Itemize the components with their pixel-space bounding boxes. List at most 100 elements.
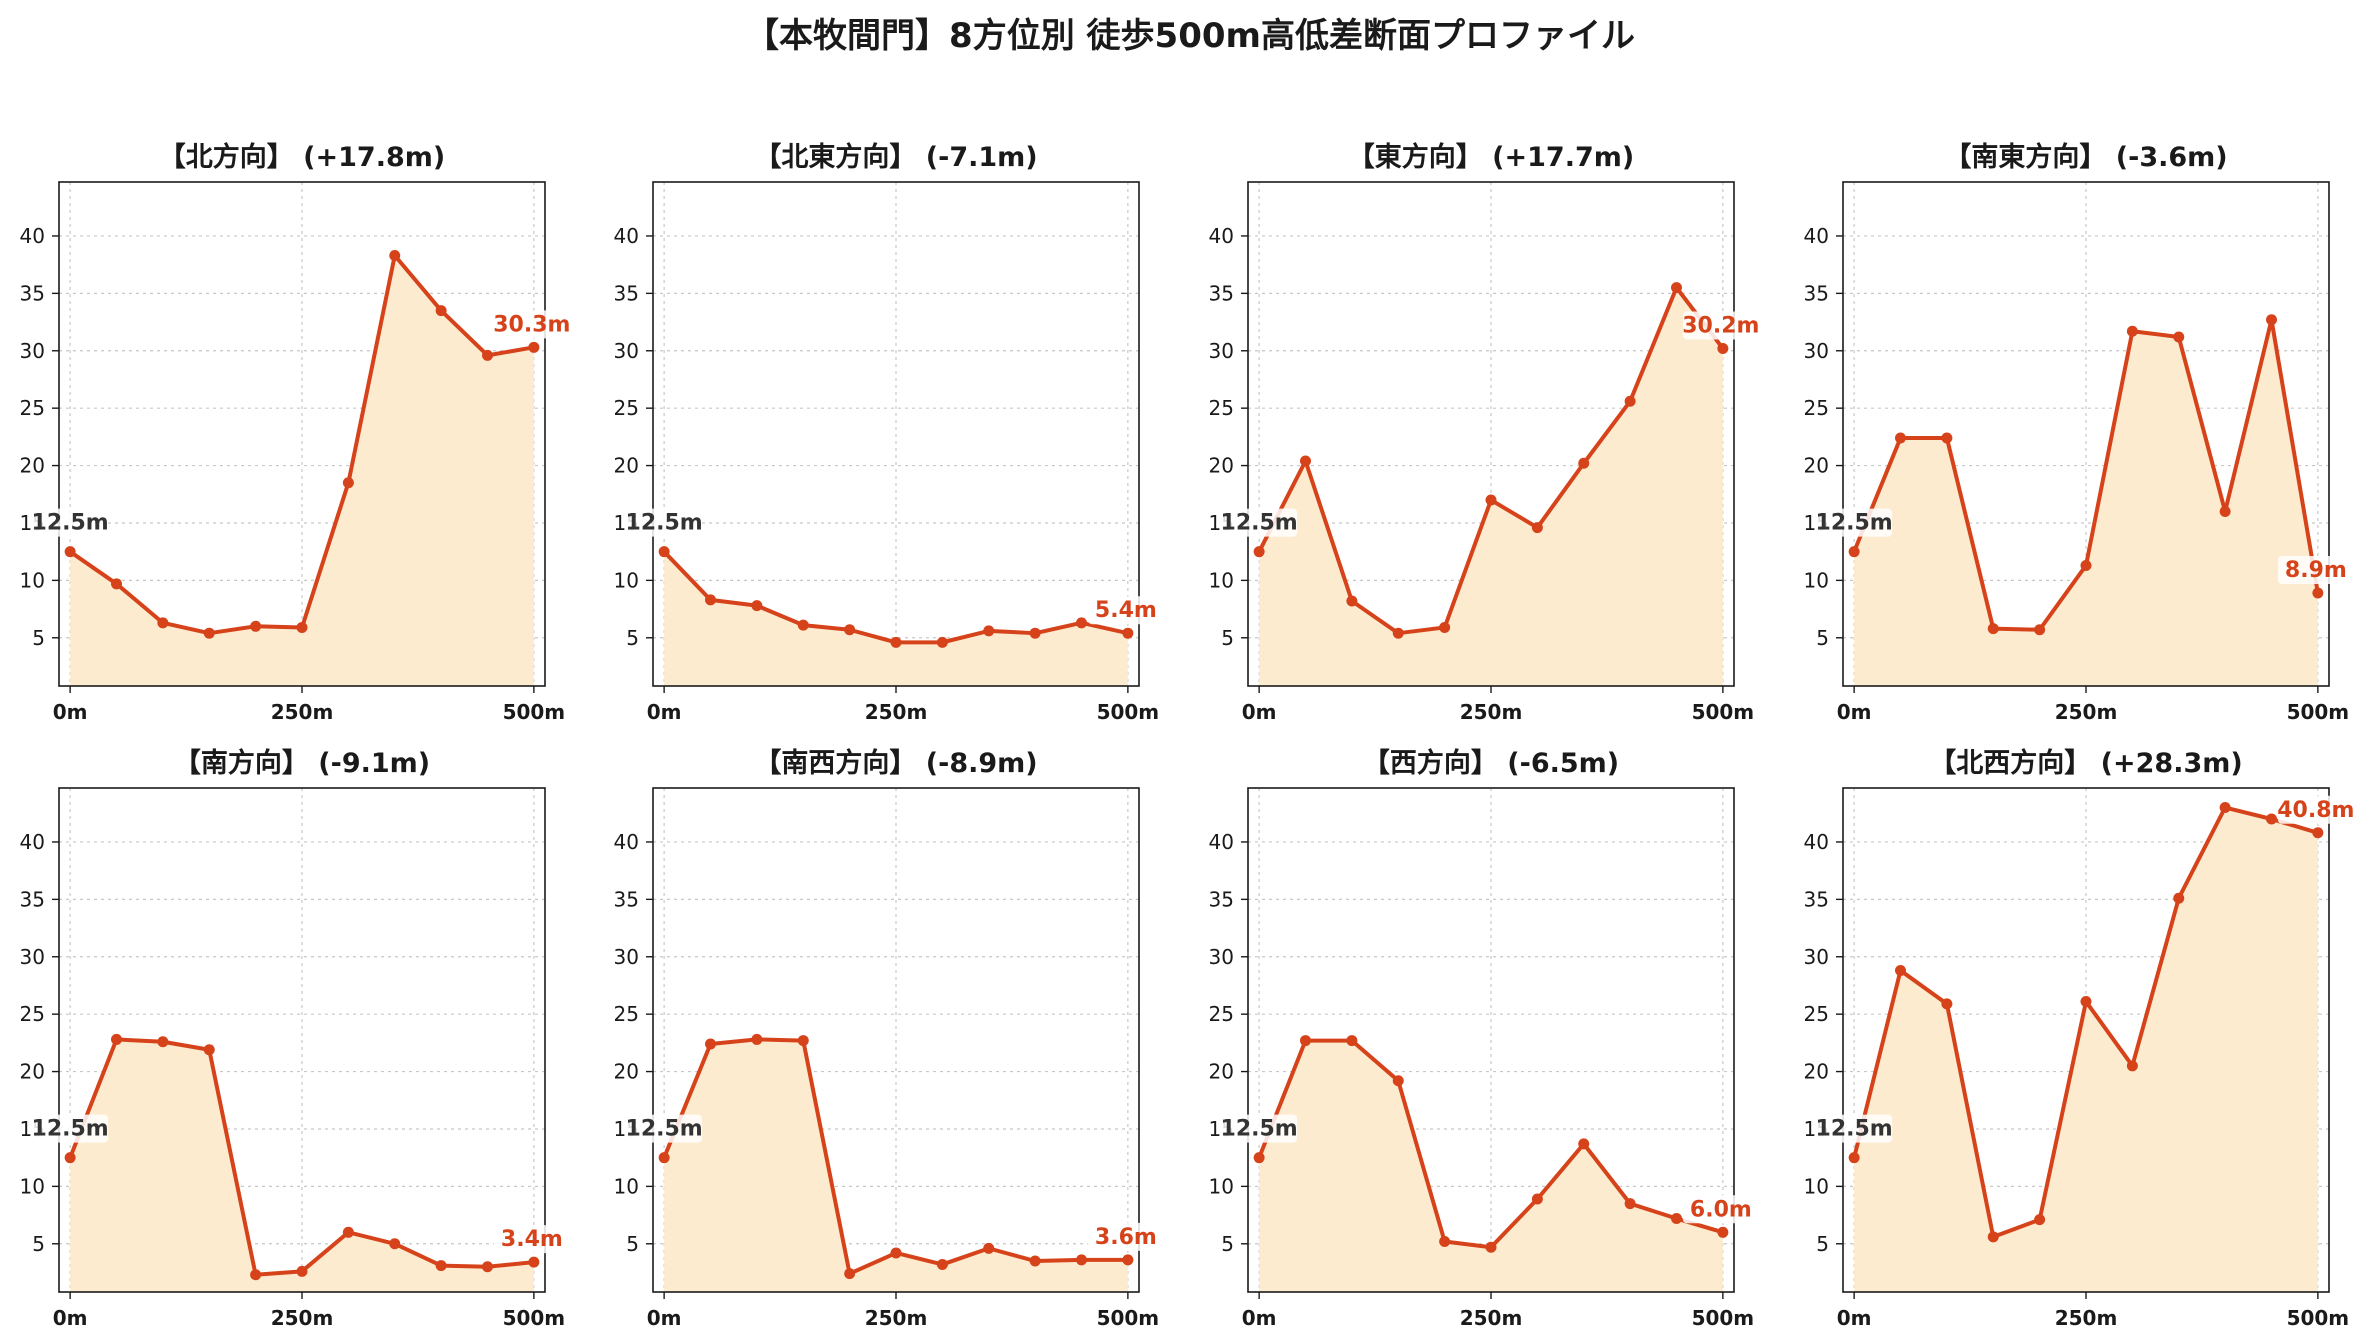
end-label-box [493, 310, 570, 339]
end-label: 6.0m [1690, 1197, 1752, 1222]
y-tick-label: 5 [626, 1232, 639, 1256]
x-tick-label: 250m [2055, 1306, 2118, 1330]
y-tick-label: 5 [1816, 626, 1829, 650]
y-tick-label: 35 [1804, 281, 1829, 305]
data-point [1439, 1235, 1451, 1247]
y-tick-label: 40 [614, 224, 639, 248]
y-tick-label: 10 [20, 568, 45, 592]
end-label: 40.8m [2277, 798, 2354, 823]
data-point [2034, 624, 2046, 636]
data-point [936, 636, 948, 648]
data-point [751, 600, 763, 612]
y-tick-label: 25 [1209, 1002, 1234, 1026]
data-point [797, 1035, 809, 1047]
start-label: 12.5m [626, 1117, 703, 1142]
data-point [1848, 546, 1860, 558]
data-point [844, 1268, 856, 1280]
data-point [2126, 1060, 2138, 1072]
y-tick-label: 10 [1209, 568, 1234, 592]
y-tick-label: 30 [1804, 945, 1829, 969]
chart-title: 【南方向】 (-9.1m) [174, 747, 430, 779]
data-point [481, 349, 493, 361]
x-tick-label: 0m [1242, 700, 1277, 724]
start-label: 12.5m [1221, 1117, 1298, 1142]
data-point [1075, 617, 1087, 629]
data-point [1392, 627, 1404, 639]
chart-panel-7: 【北西方向】 (+28.3m)5101520253035400m250m500m… [1804, 747, 2355, 1330]
x-tick-label: 500m [1097, 700, 1160, 724]
data-point [1075, 1254, 1087, 1266]
y-tick-label: 25 [1209, 396, 1234, 420]
chart-title: 【南東方向】 (-3.6m) [1944, 141, 2227, 173]
x-tick-label: 250m [1460, 1306, 1523, 1330]
y-tick-label: 10 [20, 1174, 45, 1198]
y-tick-label: 40 [614, 830, 639, 854]
x-tick-label: 500m [1692, 700, 1755, 724]
data-point [1300, 1035, 1312, 1047]
x-tick-label: 500m [503, 700, 566, 724]
y-tick-label: 25 [614, 396, 639, 420]
data-point [296, 621, 308, 633]
start-label-box [1816, 508, 1893, 537]
data-point [844, 624, 856, 636]
data-point [2173, 892, 2185, 904]
x-tick-label: 500m [1692, 1306, 1755, 1330]
chart-panel-3: 【南東方向】 (-3.6m)5101520253035400m250m500m1… [1804, 141, 2354, 724]
elevation-area [1259, 1040, 1723, 1292]
data-point [1253, 546, 1265, 558]
x-tick-label: 250m [2055, 700, 2118, 724]
start-label: 12.5m [32, 1117, 109, 1142]
x-tick-label: 0m [1242, 1306, 1277, 1330]
end-label-box [2277, 556, 2354, 585]
data-point [890, 1247, 902, 1259]
data-point [1941, 432, 1953, 444]
data-point [1122, 627, 1134, 639]
data-point [1717, 342, 1729, 354]
data-point [111, 1033, 123, 1045]
elevation-area [1854, 319, 2318, 686]
data-point [157, 1036, 169, 1048]
x-tick-label: 0m [53, 700, 88, 724]
data-point [342, 1226, 354, 1238]
y-tick-label: 5 [1221, 626, 1234, 650]
x-tick-label: 0m [647, 700, 682, 724]
data-point [1029, 627, 1041, 639]
end-label: 3.6m [1095, 1225, 1157, 1250]
elevation-area [1259, 287, 1723, 686]
start-label-box [32, 508, 109, 537]
end-label: 5.4m [1095, 598, 1157, 623]
data-point [203, 627, 215, 639]
data-point [250, 620, 262, 632]
y-tick-label: 35 [1804, 887, 1829, 911]
data-point [983, 625, 995, 637]
data-point [2173, 331, 2185, 343]
x-tick-label: 250m [865, 1306, 928, 1330]
data-point [1895, 965, 1907, 977]
start-label-box [1816, 1114, 1893, 1143]
y-tick-label: 25 [614, 1002, 639, 1026]
start-label: 12.5m [1816, 1117, 1893, 1142]
start-label-box [626, 508, 703, 537]
data-point [1300, 455, 1312, 467]
elevation-area [70, 255, 534, 687]
y-tick-label: 20 [20, 1060, 45, 1084]
data-point [389, 1238, 401, 1250]
y-tick-label: 35 [614, 887, 639, 911]
x-tick-label: 0m [53, 1306, 88, 1330]
chart-panel-4: 【南方向】 (-9.1m)5101520253035400m250m500m12… [20, 747, 570, 1330]
chart-panel-1: 【北東方向】 (-7.1m)5101520253035400m250m500m1… [614, 141, 1164, 724]
chart-panel-6: 【西方向】 (-6.5m)5101520253035400m250m500m12… [1209, 747, 1759, 1330]
y-tick-label: 25 [20, 396, 45, 420]
x-tick-label: 500m [1097, 1306, 1160, 1330]
start-label-box [1221, 1114, 1298, 1143]
start-label-box [1221, 508, 1298, 537]
data-point [2034, 1214, 2046, 1226]
chart-title: 【北東方向】 (-7.1m) [754, 141, 1037, 173]
data-point [936, 1258, 948, 1270]
end-label-box [1087, 1222, 1164, 1251]
start-label-box [626, 1114, 703, 1143]
x-tick-label: 500m [2287, 1306, 2350, 1330]
data-point [1941, 998, 1953, 1010]
y-tick-label: 35 [20, 887, 45, 911]
